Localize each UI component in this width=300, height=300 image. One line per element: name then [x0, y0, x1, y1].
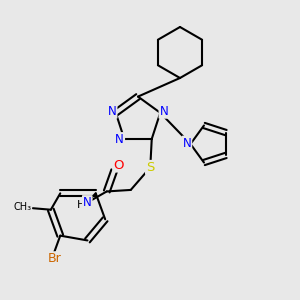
- Text: CH₃: CH₃: [13, 202, 31, 212]
- Text: N: N: [160, 105, 168, 118]
- Text: H: H: [77, 200, 85, 210]
- Text: Br: Br: [47, 252, 61, 265]
- Text: N: N: [116, 133, 124, 146]
- Text: N: N: [108, 105, 116, 118]
- Text: N: N: [182, 136, 191, 150]
- Text: S: S: [146, 161, 154, 174]
- Text: O: O: [113, 158, 124, 172]
- Text: N: N: [83, 196, 92, 209]
